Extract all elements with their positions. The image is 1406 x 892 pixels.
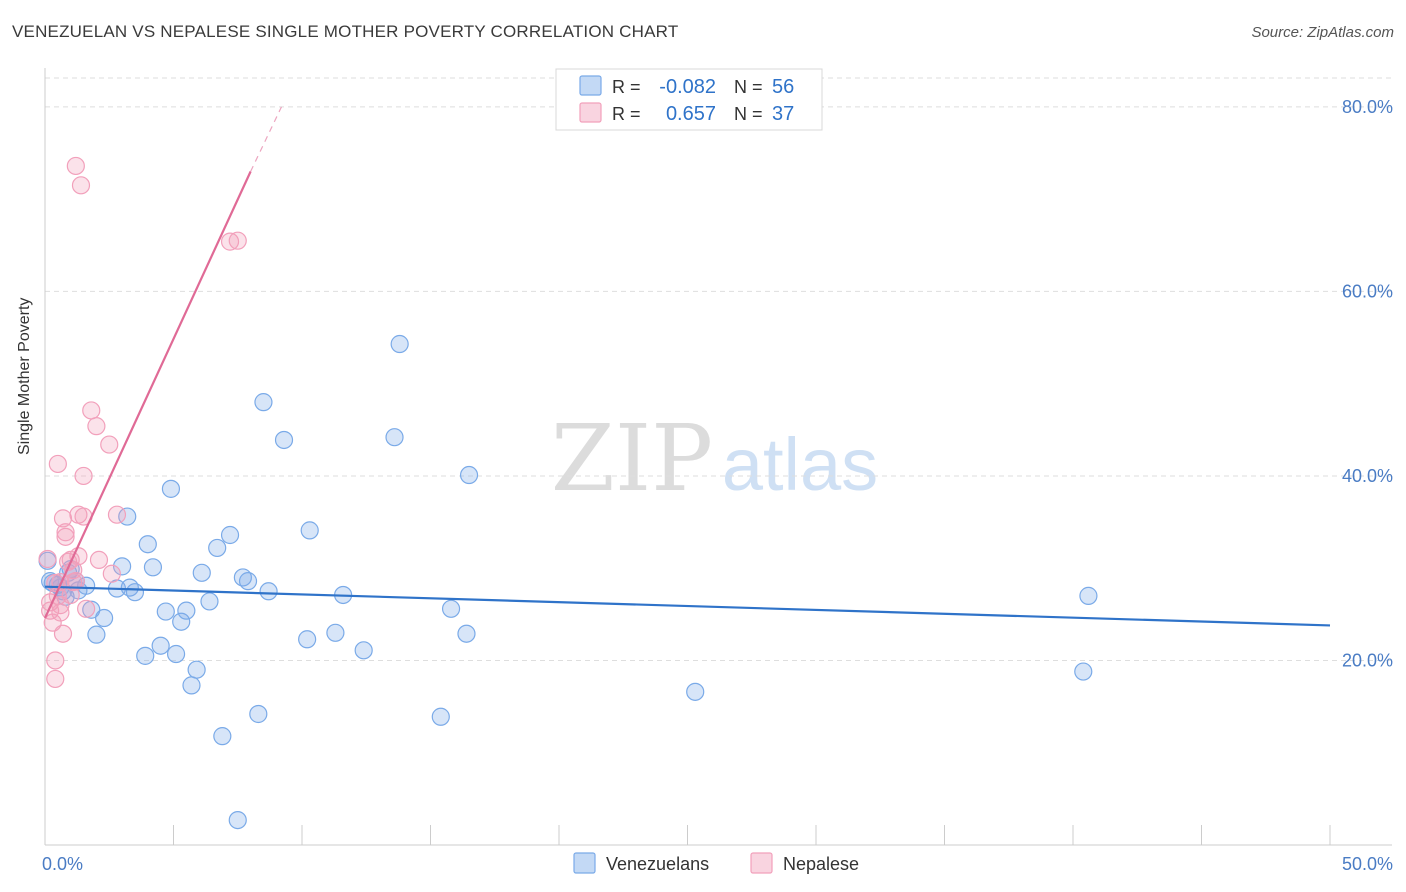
venezuelan-point bbox=[82, 600, 101, 619]
nepalese-point bbox=[77, 599, 96, 618]
venezuelan-point bbox=[182, 676, 201, 695]
venezuelan-point bbox=[125, 583, 145, 602]
stats-legend-box bbox=[555, 68, 823, 131]
y-tick-label: 20.0% bbox=[1342, 650, 1393, 670]
venezuelan-point bbox=[390, 334, 409, 354]
venezuelan-point bbox=[187, 660, 206, 679]
venezuelan-point bbox=[300, 521, 319, 540]
nepalese-point bbox=[89, 550, 109, 570]
stats-n-value: 37 bbox=[772, 103, 794, 125]
venezuelan-point bbox=[354, 641, 373, 660]
nepalese-point bbox=[102, 564, 121, 583]
venezuelan-point bbox=[1074, 662, 1093, 681]
nepalese-point bbox=[43, 613, 62, 632]
venezuelan-point bbox=[172, 612, 191, 631]
nepalese-point bbox=[48, 454, 67, 474]
venezuelan-point bbox=[95, 608, 114, 628]
venezuelan-point bbox=[457, 624, 476, 643]
venezuelan-point bbox=[166, 644, 186, 664]
venezuelan-point bbox=[686, 682, 705, 701]
venezuelan-point bbox=[441, 599, 461, 618]
venezuelan-point bbox=[259, 582, 278, 601]
nepalese-point bbox=[51, 603, 70, 622]
legend-label-venezuelans: Venezuelans bbox=[606, 854, 709, 874]
y-tick-label: 80.0% bbox=[1342, 97, 1393, 117]
nepalese-point bbox=[56, 527, 75, 546]
venezuelan-point bbox=[156, 602, 175, 621]
venezuelan-point bbox=[213, 727, 232, 746]
y-tick-label: 40.0% bbox=[1342, 466, 1393, 486]
watermark-zip: ZIP bbox=[551, 405, 713, 512]
nepalese-point bbox=[107, 505, 127, 524]
venezuelan-point bbox=[200, 592, 219, 611]
nepalese-point bbox=[82, 401, 101, 420]
watermark-atlas: atlas bbox=[722, 423, 878, 506]
stats-r-label: R = bbox=[612, 77, 641, 97]
nepalese-stats-swatch bbox=[579, 102, 602, 123]
nepalese-point bbox=[46, 651, 65, 670]
stats-r-label: R = bbox=[612, 104, 641, 124]
venezuelan-point bbox=[192, 563, 211, 582]
venezuelan-point bbox=[326, 623, 345, 642]
nepalese-point bbox=[53, 624, 73, 643]
nepalese-point bbox=[100, 435, 119, 454]
venezuelan-point bbox=[238, 572, 258, 591]
legend-swatch-venezuelans bbox=[573, 852, 596, 874]
venezuelan-point bbox=[220, 525, 240, 545]
nepalese-point bbox=[87, 417, 106, 436]
nepalese-trend-extension bbox=[250, 106, 282, 172]
x-tick-label: 50.0% bbox=[1342, 854, 1393, 874]
nepalese-point bbox=[66, 572, 85, 591]
legend-label-nepalese: Nepalese bbox=[783, 854, 859, 874]
venezuelan-point bbox=[177, 601, 196, 620]
venezuelan-point bbox=[385, 428, 404, 447]
venezuelan-point bbox=[228, 810, 247, 830]
nepalese-point bbox=[66, 156, 85, 176]
venezuelan-point bbox=[274, 430, 294, 450]
stats-r-value: 0.657 bbox=[666, 103, 716, 125]
legend-swatch-nepalese bbox=[750, 852, 773, 874]
venezuelan-point bbox=[87, 625, 106, 644]
venezuelan-point bbox=[138, 535, 157, 554]
chart-title: VENEZUELAN VS NEPALESE SINGLE MOTHER POV… bbox=[12, 22, 679, 41]
venezuelan-point bbox=[459, 465, 479, 485]
nepalese-point bbox=[56, 523, 75, 542]
venezuelan-stats-swatch bbox=[579, 75, 602, 96]
nepalese-point bbox=[228, 231, 247, 250]
venezuelan-point bbox=[143, 558, 163, 577]
venezuelan-point bbox=[254, 393, 273, 412]
venezuelan-trend-line bbox=[44, 585, 1331, 627]
nepalese-trend-line bbox=[44, 171, 252, 619]
venezuelan-point bbox=[161, 479, 181, 498]
nepalese-point bbox=[46, 669, 65, 689]
venezuelan-point bbox=[249, 704, 268, 724]
venezuelan-point bbox=[298, 630, 317, 649]
x-tick-label: 0.0% bbox=[42, 854, 83, 874]
venezuelan-point bbox=[431, 707, 450, 726]
stats-n-value: 56 bbox=[772, 76, 794, 98]
stats-n-label: N = bbox=[734, 77, 763, 97]
nepalese-point bbox=[38, 549, 57, 569]
venezuelan-point bbox=[151, 636, 170, 655]
y-tick-label: 60.0% bbox=[1342, 281, 1393, 301]
nepalese-point bbox=[71, 176, 91, 195]
nepalese-point bbox=[74, 466, 93, 486]
venezuelan-point bbox=[208, 538, 227, 558]
nepalese-point bbox=[53, 509, 73, 528]
venezuelan-point bbox=[136, 646, 155, 665]
nepalese-point bbox=[220, 232, 240, 251]
stats-r-value: -0.082 bbox=[659, 76, 716, 98]
source-label: Source: ZipAtlas.com bbox=[1251, 24, 1394, 41]
venezuelan-point bbox=[1079, 586, 1098, 605]
venezuelan-point bbox=[112, 557, 132, 576]
stats-n-label: N = bbox=[734, 104, 763, 124]
